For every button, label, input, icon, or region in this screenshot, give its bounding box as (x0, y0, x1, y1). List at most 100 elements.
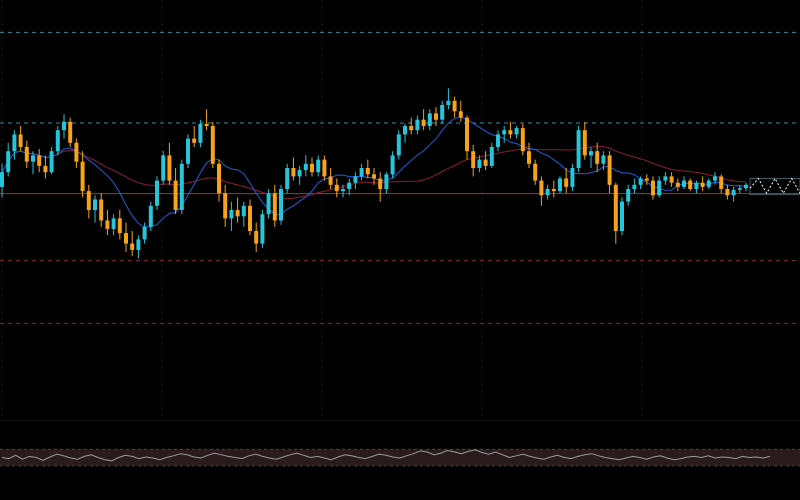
candle-body (142, 226, 147, 240)
bullish-candle (179, 159, 184, 215)
bearish-candle (582, 121, 587, 160)
candle-body (496, 134, 500, 147)
bullish-candle (384, 172, 389, 194)
bearish-candle (725, 184, 730, 200)
candle-body (657, 180, 662, 196)
bullish-candle (316, 155, 321, 177)
candle-body (471, 151, 476, 168)
bearish-candle (74, 138, 79, 168)
candle-body (260, 214, 265, 244)
candlestick-chart (0, 0, 800, 420)
candle-body (601, 155, 606, 164)
bullish-candle (142, 222, 147, 244)
candle-body (18, 134, 23, 147)
bearish-candle (117, 210, 122, 240)
bearish-candle (551, 180, 556, 198)
candle-body (334, 184, 339, 192)
bullish-candle (682, 176, 686, 189)
candle-body (31, 155, 35, 162)
candle-body (725, 189, 730, 196)
candle-body (55, 130, 60, 152)
candle-body (719, 176, 724, 189)
bullish-candle (576, 126, 581, 173)
candle-body (551, 189, 556, 192)
candle-body (446, 100, 451, 105)
bullish-candle (303, 155, 308, 177)
bearish-candle (520, 123, 525, 156)
candle-body (465, 117, 469, 152)
bullish-candle (663, 172, 668, 185)
bullish-candle (12, 130, 17, 160)
candle-body (440, 105, 445, 120)
bullish-candle (514, 126, 519, 139)
bullish-candle (161, 151, 166, 185)
bearish-candle (372, 168, 376, 185)
candle-body (310, 163, 314, 173)
bearish-candle (465, 115, 469, 160)
candle-body (694, 182, 699, 189)
bearish-candle (539, 176, 544, 206)
candle-body (136, 239, 141, 250)
candle-body (155, 180, 159, 206)
bearish-candle (86, 184, 91, 219)
bullish-candle (570, 163, 575, 192)
bullish-candle (737, 184, 742, 194)
candle-body (74, 142, 79, 162)
bearish-candle (210, 121, 215, 168)
candle-body (297, 170, 302, 177)
bearish-candle (434, 107, 438, 126)
bullish-candle (626, 184, 631, 206)
bearish-candle (607, 151, 612, 194)
bearish-candle (719, 174, 724, 194)
candle-body (353, 176, 358, 183)
candle-body (409, 126, 414, 131)
candle-body (675, 182, 680, 187)
candle-body (688, 180, 693, 189)
candle-body (124, 233, 128, 244)
candle-body (130, 243, 135, 250)
bearish-candle (24, 140, 29, 168)
bullish-candle (502, 126, 507, 143)
candle-body (378, 178, 383, 189)
bearish-candle (105, 210, 110, 236)
candle-body (223, 193, 228, 219)
candle-body (582, 130, 587, 156)
candle-body (638, 178, 643, 185)
candle-body (24, 147, 29, 162)
candle-body (576, 130, 581, 168)
bearish-candle (217, 159, 221, 202)
bearish-candle (254, 222, 259, 252)
bearish-candle (272, 184, 277, 227)
candle-body (613, 184, 618, 231)
candle-body (620, 201, 624, 231)
candle-body (731, 189, 736, 196)
candle-body (669, 176, 674, 183)
candle-body (192, 138, 197, 143)
bearish-candle (99, 193, 104, 227)
candle-body (86, 191, 91, 210)
candle-body (62, 121, 66, 131)
bullish-candle (694, 180, 699, 194)
bearish-candle (452, 96, 457, 118)
bearish-candle (409, 117, 414, 135)
bearish-candle (235, 197, 240, 223)
bearish-candle (37, 149, 42, 173)
candle-body (49, 151, 54, 173)
bullish-candle (148, 201, 153, 231)
bullish-candle (477, 155, 482, 173)
candle-body (117, 218, 122, 234)
candle-body (539, 180, 544, 196)
bullish-candle (359, 163, 364, 181)
candle-body (198, 123, 203, 143)
candle-body (564, 178, 569, 187)
bearish-candle (223, 184, 228, 227)
candle-body (322, 159, 327, 177)
bullish-candle (347, 178, 352, 196)
bearish-candle (421, 109, 426, 131)
candle-body (744, 184, 748, 189)
bearish-candle (192, 126, 197, 147)
bullish-candle (706, 178, 711, 189)
bearish-candle (248, 199, 252, 236)
candle-body (434, 113, 438, 120)
candle-body (204, 123, 209, 126)
